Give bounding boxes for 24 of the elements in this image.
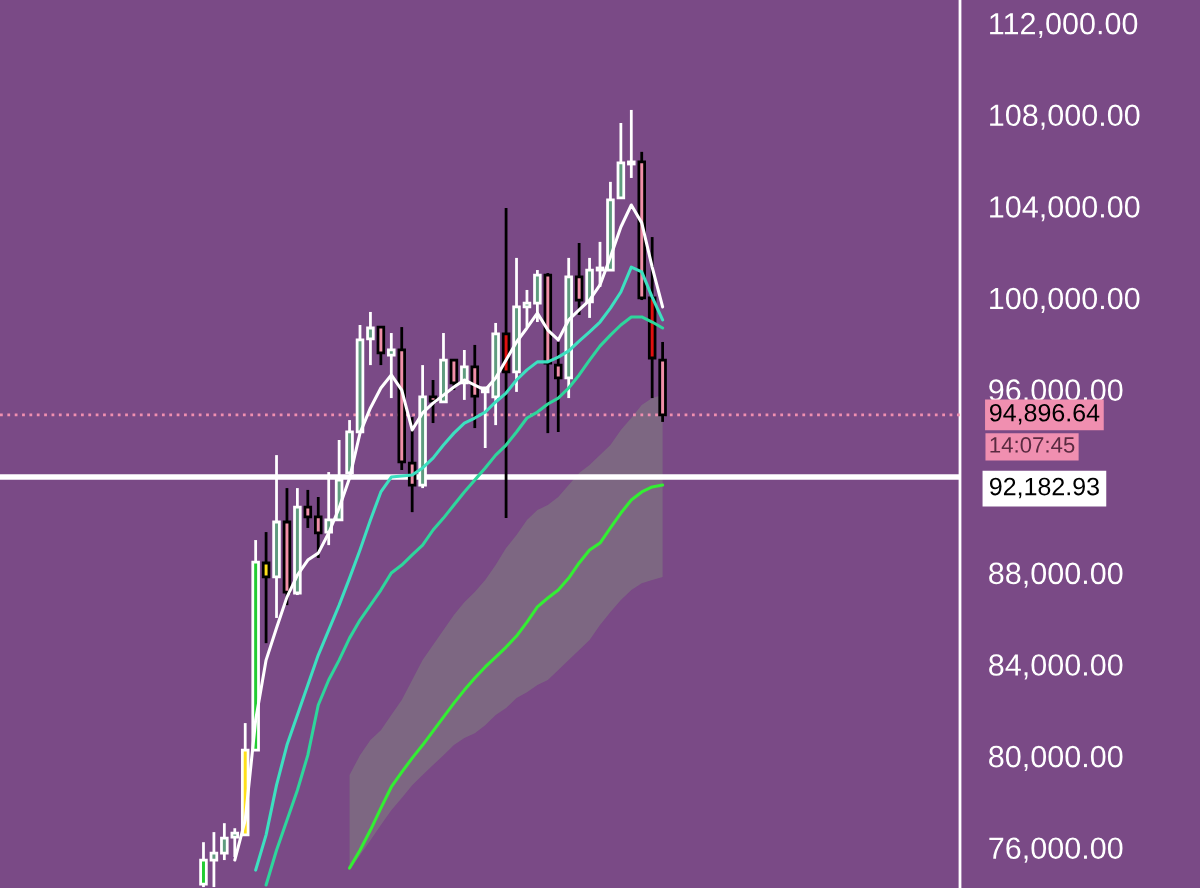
y-tick-label: 88,000.00: [989, 562, 1123, 588]
y-tick-label: 112,000.00: [990, 12, 1138, 39]
candlestick: [627, 108, 636, 180]
y-tick-label: 84,000.00: [989, 654, 1123, 680]
text: 14:07:45: [990, 437, 1075, 453]
y-tick-label: 104,000.00: [990, 196, 1140, 222]
candlestick: [303, 488, 313, 530]
candlestick: [220, 821, 229, 862]
y-tick-label: 76,000.00: [989, 837, 1123, 863]
ref-line-label: 92,182.93: [989, 477, 1099, 499]
candlestick: [314, 495, 323, 560]
candlestick: [449, 358, 459, 392]
line-series: [348, 483, 665, 870]
y-tick-label: 100,000.00: [990, 287, 1140, 313]
candlestick: [209, 830, 219, 888]
y-tick-label: 80,000.00: [989, 745, 1123, 772]
candlestick: [522, 288, 532, 329]
ref-line-label: 94,896.64: [989, 403, 1100, 425]
candlestick: [574, 241, 584, 317]
y-tick-label: 108,000.00: [990, 104, 1140, 130]
y-tick-label: 96,000.00: [989, 379, 1123, 405]
candlestick: [387, 331, 396, 400]
candlestick: [366, 310, 375, 367]
candlestick: [261, 530, 271, 645]
